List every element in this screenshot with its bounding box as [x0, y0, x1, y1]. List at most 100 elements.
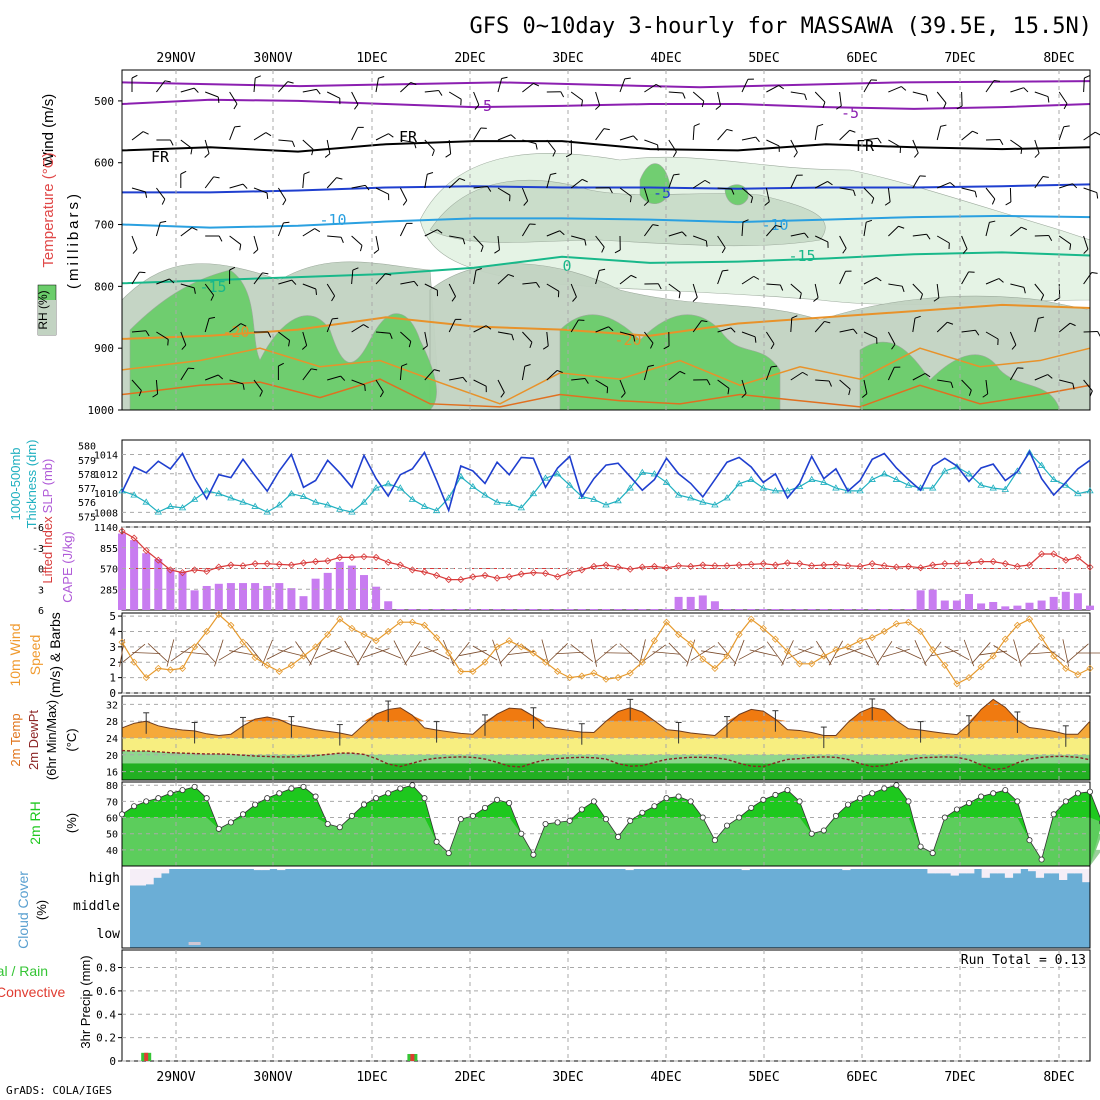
upper-wind-barb	[993, 80, 1001, 82]
upper-wind-barb	[692, 320, 702, 333]
upper-wind-barb	[204, 318, 210, 333]
upper-wind-barb	[546, 331, 549, 346]
upper-wind-barb	[314, 228, 321, 233]
upper-wind-barb	[462, 238, 466, 245]
upper-tick-label: 500	[94, 95, 114, 108]
isotherm-line	[121, 98, 1091, 110]
upper-wind-barb	[750, 197, 754, 204]
rh-shade-area	[559, 314, 781, 411]
rh-point	[264, 795, 271, 802]
wind-speed-point	[203, 627, 211, 636]
bottom-date-8DEC: 8DEC	[1043, 1070, 1074, 1085]
wind-speed-point	[142, 674, 150, 682]
upper-wind-barb	[218, 235, 223, 242]
upper-wind-barb	[753, 275, 760, 280]
upper-wind-barb	[217, 374, 224, 380]
li-tick-label: 3	[38, 585, 44, 596]
cape-bar	[977, 603, 986, 610]
upper-wind-barb	[839, 129, 851, 141]
upper-wind-barb	[570, 319, 579, 333]
upper-wind-barb	[705, 240, 708, 247]
upper-wind-barb	[522, 331, 533, 343]
rh-point	[530, 851, 537, 858]
top-date-7DEC: 7DEC	[944, 51, 975, 66]
thickness-point	[215, 489, 223, 497]
upper-wind-barb	[754, 336, 757, 343]
upper-wind-barb	[672, 151, 677, 158]
upper-wind-barb	[620, 392, 626, 398]
surface-wind-barb	[865, 640, 880, 666]
upper-wind-barb	[278, 331, 290, 341]
upper-wind-barb	[571, 235, 585, 241]
high-cloud-gap	[981, 869, 990, 878]
rh-point	[469, 812, 476, 819]
wind-speed-point	[626, 669, 634, 677]
thickness-point	[1001, 485, 1010, 492]
upper-wind-barb	[438, 90, 443, 96]
upper-wind-barb	[839, 235, 847, 249]
slp-line	[121, 449, 1091, 513]
rh-point	[578, 806, 585, 813]
high-cloud-gap	[942, 869, 952, 874]
wind-speed-point	[130, 658, 138, 666]
surface-wind-barb	[876, 641, 893, 665]
surface-wind-barb	[834, 647, 862, 659]
rh-point	[1062, 798, 1069, 805]
upper-wind-barb	[497, 274, 509, 285]
cape-bar	[614, 609, 623, 610]
high-cloud-gap	[277, 869, 286, 871]
surface-wind-barb	[472, 645, 498, 661]
upper-wind-barb	[619, 331, 634, 337]
upper-wind-barb	[863, 79, 872, 93]
upper-wind-barb	[351, 91, 359, 105]
li-point	[953, 560, 961, 568]
upper-wind-barb	[827, 181, 833, 186]
wind-speed-point	[638, 658, 646, 666]
upper-wind-barb	[799, 293, 802, 300]
contour-label: -5	[841, 104, 859, 122]
thickness-point	[287, 489, 296, 497]
upper-wind-barb	[668, 139, 677, 153]
precip-conv-bar	[144, 1052, 149, 1061]
thickness-point	[408, 495, 417, 502]
li-point	[602, 561, 610, 569]
label-cloud1: Cloud Cover	[15, 871, 31, 949]
li-point	[723, 562, 731, 570]
wind-speed-point	[166, 666, 174, 674]
upper-wind-barb	[240, 323, 247, 327]
wind-speed-point	[118, 638, 126, 646]
cape-bar	[819, 609, 828, 610]
upper-wind-barb	[131, 271, 140, 285]
upper-wind-barb	[180, 87, 195, 93]
upper-wind-barb	[375, 331, 390, 334]
upper-wind-barb	[565, 153, 572, 158]
rh-tick-label: 50	[106, 830, 118, 841]
temperature-panel: 16 20 24 28 32	[106, 695, 1091, 781]
upper-wind-barb	[131, 131, 144, 141]
upper-wind-barb	[326, 139, 331, 154]
li-point	[1062, 556, 1070, 564]
label-li: Lifted Index	[40, 516, 55, 584]
upper-wind-barb	[302, 368, 312, 381]
bottom-date-6DEC: 6DEC	[846, 1070, 877, 1085]
upper-wind-barb	[741, 136, 756, 141]
wind-speed-point	[820, 652, 828, 660]
thickness-point	[1086, 487, 1094, 494]
wind-speed-point	[868, 634, 876, 642]
upper-wind-barb	[570, 178, 583, 189]
upper-wind-barb	[253, 272, 263, 285]
upper-wind-barb	[363, 324, 369, 329]
upper-wind-barb	[287, 81, 294, 84]
upper-wind-barb	[242, 183, 248, 189]
thickness-point	[336, 505, 344, 512]
surface-wind-barb	[166, 639, 175, 667]
upper-wind-barb	[741, 221, 744, 237]
rh-point	[191, 783, 198, 790]
upper-wind-barb	[985, 331, 999, 340]
li-point	[457, 576, 465, 584]
high-cloud-gap	[842, 869, 851, 871]
upper-wind-barb	[790, 139, 798, 153]
upper-wind-barb	[974, 191, 978, 198]
upper-wind-barb	[316, 89, 321, 95]
